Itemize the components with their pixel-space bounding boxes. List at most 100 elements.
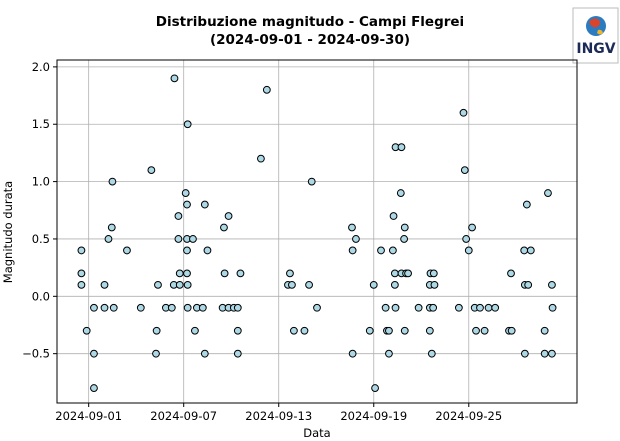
- point: [400, 223, 409, 232]
- point: [152, 349, 160, 358]
- point: [191, 326, 199, 335]
- point: [183, 303, 192, 312]
- point: [313, 303, 321, 312]
- point: [365, 326, 374, 335]
- point: [220, 269, 229, 278]
- point: [189, 235, 197, 243]
- x-tick-label: 2024-09-13: [245, 409, 312, 423]
- point: [82, 326, 91, 335]
- x-tick-label: 2024-09-07: [150, 409, 217, 423]
- point: [389, 212, 398, 220]
- point: [174, 212, 183, 220]
- y-tick-label: 1.5: [32, 117, 50, 131]
- point: [183, 120, 192, 129]
- point: [352, 235, 360, 243]
- point: [300, 326, 309, 335]
- point: [175, 269, 184, 278]
- point: [371, 384, 379, 392]
- point: [462, 235, 471, 243]
- point: [288, 280, 296, 289]
- point: [147, 166, 156, 175]
- point: [524, 280, 533, 289]
- x-tick-label: 2024-09-19: [340, 409, 407, 423]
- point: [390, 269, 399, 278]
- point: [397, 143, 406, 152]
- y-tick-label: −0.5: [22, 347, 50, 361]
- point: [167, 303, 176, 312]
- point: [404, 269, 412, 278]
- point: [522, 200, 531, 209]
- point: [233, 326, 242, 335]
- logo-shape: [589, 18, 601, 28]
- point: [414, 303, 423, 312]
- point: [459, 108, 468, 117]
- y-tick-label: 1.0: [32, 175, 50, 189]
- chart-subtitle: (2024-09-01 - 2024-09-30): [210, 32, 410, 48]
- point: [548, 303, 557, 312]
- point: [152, 326, 161, 335]
- point: [540, 326, 549, 335]
- point: [77, 269, 86, 278]
- x-axis-label: Data: [303, 426, 330, 440]
- point: [400, 235, 409, 243]
- point: [108, 177, 117, 186]
- point: [175, 280, 184, 289]
- point: [286, 269, 294, 278]
- point: [77, 246, 86, 255]
- point: [90, 303, 98, 312]
- point: [290, 326, 298, 335]
- point: [454, 303, 463, 312]
- point: [307, 177, 316, 186]
- point: [526, 246, 535, 255]
- point: [468, 223, 476, 232]
- grid: [57, 60, 577, 403]
- logo: INGV: [572, 7, 619, 64]
- point: [257, 154, 265, 163]
- point: [198, 303, 207, 312]
- y-tick-label: 0.5: [32, 232, 50, 246]
- point: [174, 235, 183, 243]
- point: [348, 349, 357, 358]
- point: [224, 212, 233, 220]
- point: [491, 303, 500, 312]
- point: [507, 269, 515, 278]
- point: [183, 200, 191, 209]
- point: [472, 326, 480, 335]
- point: [90, 384, 98, 392]
- plot-frame: [56, 59, 578, 404]
- point: [430, 280, 439, 289]
- point: [460, 166, 469, 175]
- point: [348, 223, 356, 232]
- point: [104, 235, 113, 243]
- point: [520, 349, 529, 358]
- y-tick-label: 0.0: [32, 289, 50, 303]
- y-axis-label: Magnitudo durata: [1, 181, 15, 283]
- point: [183, 280, 192, 289]
- point: [170, 74, 179, 83]
- point: [77, 280, 86, 289]
- point: [203, 246, 212, 255]
- point: [464, 246, 473, 255]
- y-tick-label: 2.0: [32, 60, 50, 74]
- logo-shape: [597, 29, 603, 35]
- point: [183, 246, 191, 255]
- point: [183, 269, 191, 278]
- point: [236, 269, 245, 278]
- point: [385, 349, 393, 358]
- point: [385, 326, 393, 335]
- point: [262, 85, 271, 94]
- point: [391, 303, 400, 312]
- point: [388, 246, 397, 255]
- point: [305, 280, 313, 289]
- point: [396, 189, 405, 197]
- point: [429, 269, 438, 278]
- point: [548, 280, 556, 289]
- point: [520, 246, 529, 255]
- logo-text: INGV: [576, 41, 615, 57]
- point: [200, 349, 209, 358]
- point: [429, 303, 438, 312]
- point: [390, 280, 399, 289]
- point: [484, 303, 493, 312]
